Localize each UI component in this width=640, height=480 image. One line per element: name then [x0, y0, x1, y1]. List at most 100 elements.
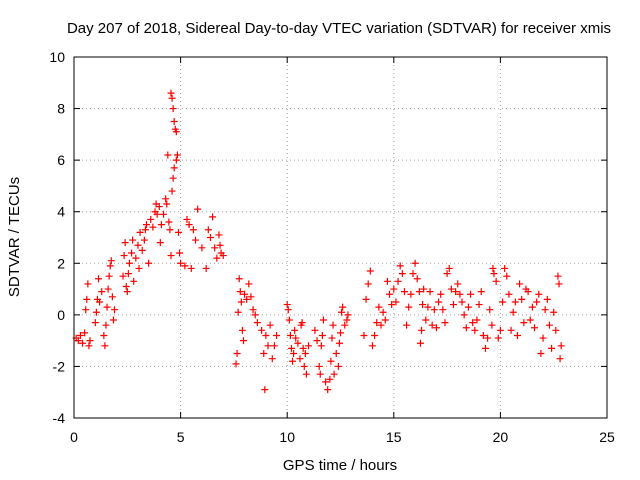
data-point: [452, 288, 460, 296]
data-point: [249, 306, 257, 314]
data-point: [509, 308, 517, 316]
data-point: [83, 295, 91, 303]
data-point: [443, 270, 451, 278]
data-point: [294, 339, 302, 347]
data-point: [74, 337, 82, 345]
data-point: [301, 350, 309, 358]
data-point: [103, 303, 111, 311]
data-point: [206, 234, 214, 241]
data-point: [343, 316, 351, 324]
data-point: [163, 200, 171, 208]
x-tick-label: 10: [279, 429, 295, 445]
data-point: [329, 321, 337, 329]
data-point: [79, 339, 87, 347]
data-point: [185, 221, 193, 229]
data-point: [488, 321, 496, 329]
data-point: [518, 295, 526, 303]
data-point: [390, 285, 398, 293]
data-point: [125, 259, 133, 267]
y-tick-label: -4: [53, 410, 66, 426]
data-point: [155, 203, 163, 211]
data-point: [157, 221, 165, 229]
data-point: [462, 324, 470, 332]
data-point: [237, 298, 245, 306]
data-point: [537, 350, 545, 358]
data-point: [105, 272, 113, 280]
data-point: [251, 311, 259, 319]
data-point: [219, 252, 227, 260]
data-point: [449, 301, 457, 309]
data-point: [458, 298, 466, 306]
data-point: [411, 259, 419, 267]
data-point: [337, 329, 344, 337]
data-point: [362, 295, 370, 303]
data-point: [489, 264, 497, 272]
data-point: [253, 319, 261, 327]
data-point: [317, 342, 325, 350]
axis-ticks: 0 5 10 15 20 25 -4 -2 0 2 4 6 8 10: [49, 49, 615, 445]
data-point: [216, 241, 224, 249]
data-point: [302, 370, 310, 378]
data-point: [284, 306, 292, 314]
data-point: [533, 298, 541, 306]
data-point: [332, 350, 340, 358]
data-point: [243, 295, 251, 303]
data-point: [388, 301, 396, 309]
x-tick-label: 5: [177, 429, 185, 445]
data-point: [554, 272, 562, 280]
data-point: [334, 362, 342, 370]
data-point: [177, 259, 185, 267]
data-point: [215, 231, 223, 239]
data-point: [239, 337, 247, 345]
y-tick-label: 2: [57, 255, 65, 271]
data-point: [149, 223, 157, 231]
data-point: [233, 350, 241, 358]
data-point: [168, 187, 176, 195]
data-point: [238, 326, 246, 334]
data-point: [100, 331, 108, 339]
data-point: [153, 210, 161, 218]
grid: [74, 57, 607, 418]
y-tick-label: 6: [57, 152, 65, 168]
data-point: [173, 151, 181, 159]
data-point: [245, 280, 253, 288]
data-point: [181, 262, 189, 270]
data-point: [107, 257, 115, 265]
data-point: [247, 293, 255, 301]
data-point: [366, 267, 374, 275]
data-point: [291, 326, 299, 334]
data-point: [187, 264, 195, 272]
data-point: [430, 306, 438, 314]
data-point: [156, 239, 164, 247]
y-axis-label: SDTVAR / TECUs: [6, 177, 23, 297]
data-point: [481, 344, 489, 352]
data-point: [204, 226, 212, 234]
data-point: [341, 321, 349, 329]
data-point: [324, 386, 332, 394]
data-point: [202, 264, 210, 272]
data-point: [123, 288, 131, 296]
data-point: [507, 326, 515, 334]
data-point: [413, 275, 421, 283]
data-point: [381, 316, 389, 324]
data-point: [283, 301, 291, 309]
data-point: [432, 324, 440, 332]
data-point: [319, 316, 327, 324]
data-point: [194, 205, 202, 213]
data-point: [119, 272, 127, 280]
data-point: [145, 259, 153, 267]
data-point: [129, 236, 137, 244]
plot-frame: [73, 56, 608, 419]
data-point: [300, 362, 308, 370]
data-point: [296, 355, 304, 363]
data-point: [130, 277, 138, 285]
data-point: [373, 319, 381, 327]
data-point: [174, 228, 182, 236]
data-point: [499, 298, 507, 306]
data-point: [426, 288, 434, 296]
data-point: [541, 306, 549, 314]
data-point: [416, 339, 424, 347]
data-point: [313, 337, 321, 345]
data-point: [168, 94, 176, 102]
data-point: [167, 89, 175, 97]
